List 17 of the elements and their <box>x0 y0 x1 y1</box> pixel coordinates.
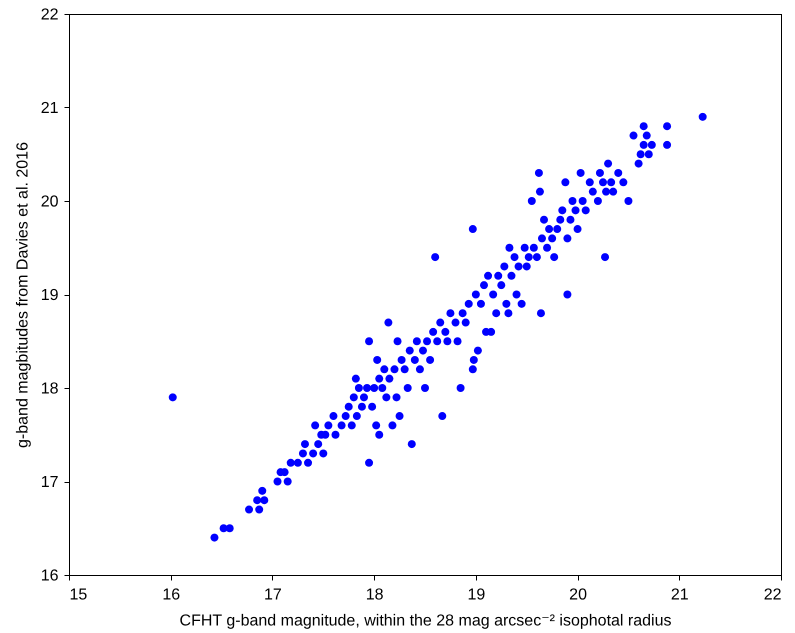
y-tick-label: 20 <box>40 194 59 210</box>
x-axis-title: CFHT g-band magnitude, within the 28 mag arcsec⁻² isophotal radius <box>180 612 672 630</box>
y-tick-label: 16 <box>40 568 59 584</box>
y-tick-label: 17 <box>40 474 59 491</box>
x-tick-label: 18 <box>366 586 384 604</box>
x-tick-label: 16 <box>162 586 180 604</box>
y-tick-label: 22 <box>40 6 59 24</box>
x-tick-label: 17 <box>264 586 282 604</box>
x-tick-label: 21 <box>670 586 689 604</box>
x-tick-label: 20 <box>569 586 588 604</box>
y-tick-label: 18 <box>40 380 59 398</box>
x-tick-label: 15 <box>70 586 88 604</box>
y-tick-label: 19 <box>40 287 59 304</box>
x-tick-label: 22 <box>764 586 782 604</box>
y-tick-label: 21 <box>40 100 59 117</box>
y-axis-title: g-band magbitudes from Davies et al. 2016 <box>14 142 32 448</box>
x-tick-label: 19 <box>467 586 486 604</box>
